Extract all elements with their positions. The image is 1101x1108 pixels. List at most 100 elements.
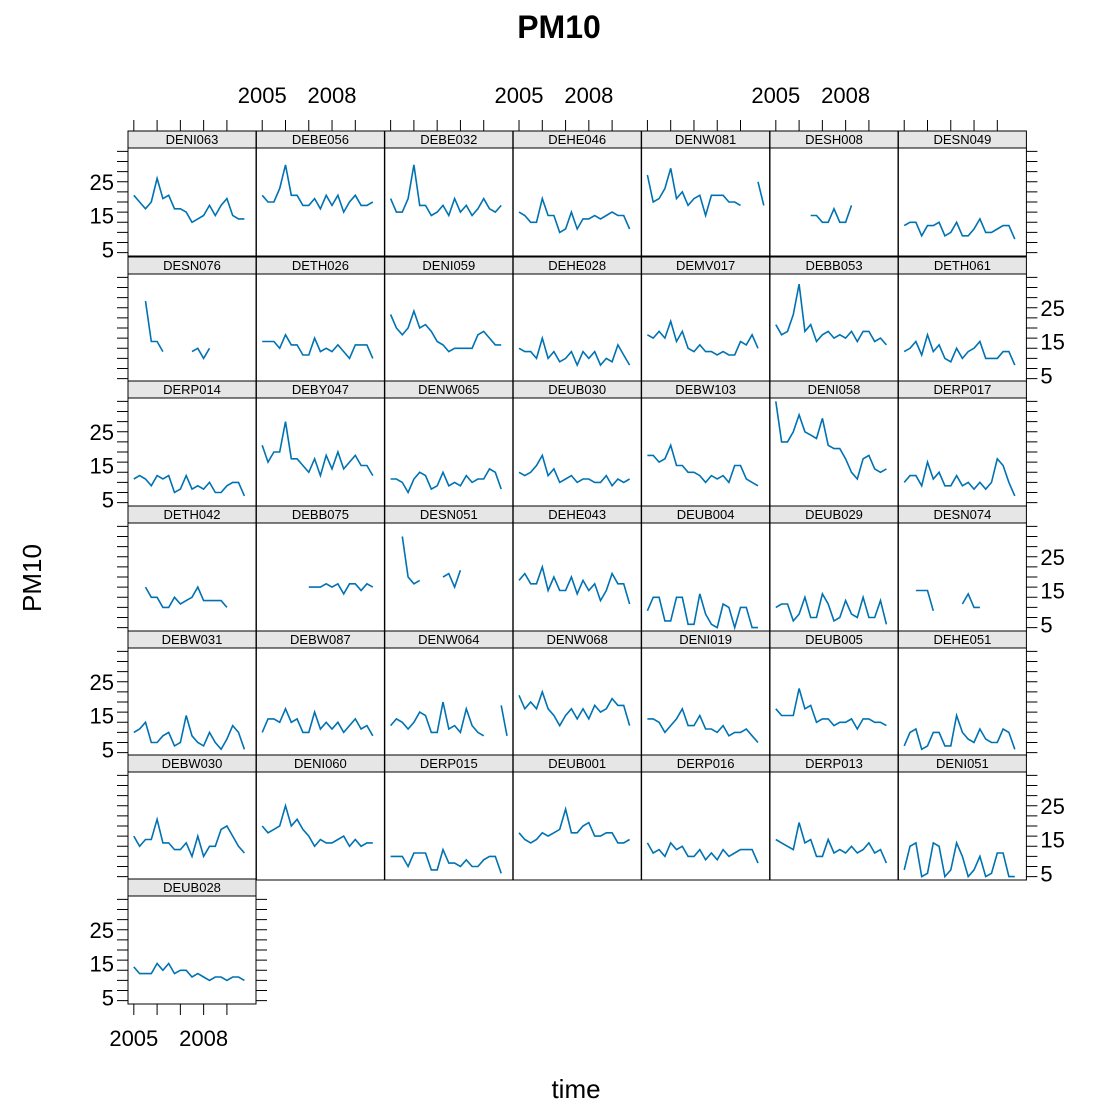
panel-denw064: DENW064: [384, 630, 514, 757]
x-axis-top-col-5: [646, 120, 742, 131]
panel-frame: [255, 771, 385, 881]
strip-label: DENI019: [679, 632, 732, 647]
y-tick-label: 5: [102, 237, 114, 262]
y-tick-label: 5: [102, 737, 114, 762]
panel-frame: [641, 273, 771, 383]
series-line-deni019: [647, 706, 759, 744]
x-axis-top-col-1: [133, 120, 228, 131]
strip-label: DEBW030: [162, 756, 223, 771]
strip-label: DEUB029: [805, 507, 863, 522]
strip-label: DENI060: [294, 756, 347, 771]
series-line-denw081: [646, 168, 765, 219]
strip-label: DESH008: [805, 132, 863, 147]
panel-deub005: DEUB005: [769, 630, 899, 757]
panel-desn049: DESN049: [897, 130, 1027, 257]
series-line-deni060: [261, 802, 373, 848]
panel-demv017: DEMV017: [641, 256, 771, 383]
series-line-denw064: [389, 701, 508, 737]
panel-frame: [384, 147, 514, 257]
strip-label: DEHE043: [548, 507, 606, 522]
panel-deni059: DENI059: [384, 256, 514, 383]
x-axis-top-col-3: [390, 120, 485, 131]
y-tick-label: 5: [1040, 363, 1052, 388]
panel-frame: [384, 397, 514, 507]
strip-label: DENW081: [675, 132, 736, 147]
strip-label: DEHE028: [548, 258, 606, 273]
strip-label: DESN051: [420, 507, 478, 522]
strip-label: DEBB053: [805, 258, 862, 273]
panel-dehe028: DEHE028: [512, 256, 642, 383]
series-line-deni051: [903, 840, 1015, 879]
strip-label: DENW068: [546, 632, 607, 647]
strip-label: DEBE056: [292, 132, 349, 147]
panel-frame: [641, 397, 771, 507]
y-tick-label: 15: [1040, 579, 1064, 604]
series-line-derp013: [775, 822, 888, 864]
panel-frame: [384, 647, 514, 757]
strip-label: DETH026: [292, 258, 349, 273]
panel-frame: [255, 647, 385, 757]
series-line-deni063: [133, 175, 245, 224]
series-line-deub030: [518, 453, 630, 488]
series-line-deub029: [775, 591, 888, 625]
series-line-derp016: [646, 841, 759, 864]
panel-frame: [641, 147, 771, 257]
y-axis-row-2-right: 5 15 25: [1026, 276, 1065, 388]
panel-debw030: DEBW030: [127, 754, 257, 881]
x-axis-top-col-4: 2005 2008: [495, 83, 613, 131]
strip-label: DEUB001: [548, 756, 606, 771]
series-line-deni058: [775, 401, 887, 481]
strip-label: DEUB005: [805, 632, 863, 647]
panel-dehe046: DEHE046: [512, 130, 642, 257]
x-tick-label: 2005: [751, 83, 800, 108]
x-tick-label: 2008: [821, 83, 870, 108]
series-line-debe056: [261, 164, 374, 215]
series-line-deub004: [646, 593, 758, 631]
x-axis-label: time: [551, 1074, 600, 1104]
series-line-denw065: [390, 467, 502, 495]
series-line-dehe043: [518, 564, 631, 605]
panel-frame: [897, 147, 1027, 257]
series-line-desn051: [401, 536, 462, 590]
y-tick-label: 15: [90, 952, 114, 977]
series-line-deth026: [262, 333, 374, 360]
x-tick-label: 2005: [109, 1026, 158, 1051]
panel-frame: [384, 522, 514, 632]
x-tick-label: 2005: [238, 83, 287, 108]
panel-frame: [127, 147, 257, 257]
y-axis-row-7-left: 5 15 25: [90, 898, 128, 1010]
strip-label: DENW064: [418, 632, 479, 647]
panel-desn076: DESN076: [127, 256, 257, 383]
strip-label: DERP017: [933, 382, 991, 397]
x-tick-label: 2008: [179, 1026, 228, 1051]
strip-label: DERP013: [805, 756, 863, 771]
y-tick-label: 25: [90, 918, 114, 943]
panel-frame: [255, 522, 385, 632]
panels-group: DENI063 DEBE056 DEBE032 DEHE046 DENW081 DESH0…: [127, 130, 1027, 1005]
series-line-debw030: [133, 816, 246, 859]
panel-frame: [769, 147, 899, 257]
series-line-deby047: [261, 421, 374, 479]
panel-deni060: DENI060: [255, 754, 385, 881]
strip-label: DEBB075: [292, 507, 349, 522]
panel-debw087: DEBW087: [255, 630, 385, 757]
strip-label: DENW065: [418, 382, 479, 397]
y-axis-label: PM10: [17, 544, 47, 612]
panel-debe032: DEBE032: [384, 130, 514, 257]
series-line-derp017: [903, 457, 1016, 497]
strip-label: DEHE051: [933, 632, 991, 647]
series-line-desh008: [810, 205, 853, 224]
series-line-desn074: [915, 589, 980, 612]
y-tick-label: 15: [90, 204, 114, 229]
strip-label: DEBW103: [675, 382, 736, 397]
strip-label: DEBW031: [162, 632, 223, 647]
strip-label: DEBY047: [292, 382, 349, 397]
y-ticks-row-5-right: [1026, 650, 1038, 754]
panel-debb053: DEBB053: [769, 256, 899, 383]
series-line-deth061: [903, 332, 1016, 366]
strip-label: DERP015: [420, 756, 478, 771]
panel-dehe043: DEHE043: [512, 505, 642, 632]
y-ticks-row-1-right: [1026, 150, 1038, 254]
strip-label: DENI051: [936, 756, 989, 771]
